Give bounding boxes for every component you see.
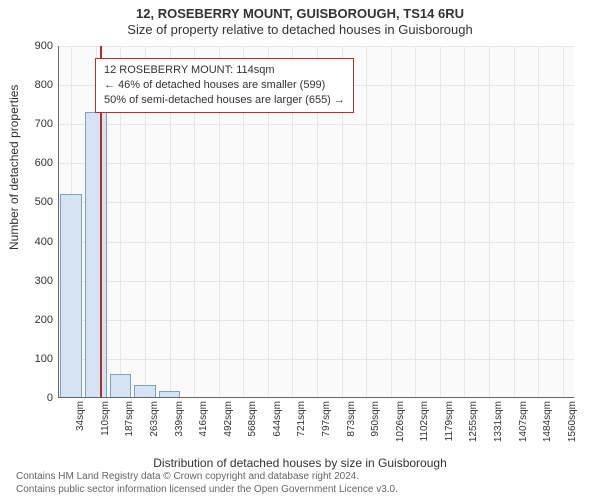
x-tick-label: 721sqm	[296, 401, 307, 437]
x-tick-label: 339sqm	[174, 401, 185, 437]
y-tick-label: 100	[35, 353, 59, 365]
x-tick-label: 34sqm	[75, 401, 86, 431]
annotation-line: 12 ROSEBERRY MOUNT: 114sqm	[104, 63, 345, 78]
x-tick-label: 797sqm	[321, 401, 332, 437]
gridline-v	[514, 46, 515, 397]
x-tick-label: 950sqm	[370, 401, 381, 437]
x-tick-label: 568sqm	[247, 401, 258, 437]
x-tick-label: 1026sqm	[395, 401, 406, 442]
x-tick-label: 416sqm	[198, 401, 209, 437]
x-tick-label: 1102sqm	[419, 401, 430, 441]
gridline-v	[538, 46, 539, 397]
y-tick-label: 800	[35, 79, 59, 91]
x-tick-label: 1484sqm	[542, 401, 553, 442]
gridline-v	[415, 46, 416, 397]
x-tick-label: 1560sqm	[567, 401, 578, 442]
gridline-v	[366, 46, 367, 397]
x-tick-label: 263sqm	[149, 401, 160, 437]
footer-line: Contains HM Land Registry data © Crown c…	[16, 471, 398, 484]
y-tick-label: 700	[35, 118, 59, 130]
x-tick-label: 1255sqm	[468, 401, 479, 442]
annotation-line: ← 46% of detached houses are smaller (59…	[104, 78, 345, 93]
x-tick-label: 873sqm	[346, 401, 357, 437]
x-tick-label: 110sqm	[100, 401, 111, 436]
x-tick-label: 1407sqm	[518, 401, 529, 442]
gridline-v	[440, 46, 441, 397]
y-tick-label: 200	[35, 314, 59, 326]
y-tick-label: 400	[35, 236, 59, 248]
histogram-bar	[110, 374, 132, 397]
chart-subtitle: Size of property relative to detached ho…	[0, 22, 600, 37]
footer-line: Contains public sector information licen…	[16, 484, 398, 497]
annotation-box: 12 ROSEBERRY MOUNT: 114sqm ← 46% of deta…	[95, 58, 354, 113]
histogram-bar	[134, 385, 156, 397]
histogram-bar	[159, 391, 181, 397]
annotation-line: 50% of semi-detached houses are larger (…	[104, 93, 345, 108]
x-tick-label: 1331sqm	[493, 401, 504, 442]
y-tick-label: 600	[35, 157, 59, 169]
x-tick-label: 187sqm	[124, 401, 135, 437]
x-tick-label: 492sqm	[223, 401, 234, 437]
histogram-bar	[85, 112, 107, 398]
x-axis-title: Distribution of detached houses by size …	[0, 456, 600, 470]
footer-attribution: Contains HM Land Registry data © Crown c…	[16, 471, 398, 496]
y-tick-label: 0	[47, 392, 59, 404]
y-axis-title: Number of detached properties	[7, 85, 21, 250]
y-tick-label: 500	[35, 196, 59, 208]
y-tick-label: 900	[35, 40, 59, 52]
x-tick-label: 644sqm	[272, 401, 283, 437]
y-tick-label: 300	[35, 275, 59, 287]
chart-title: 12, ROSEBERRY MOUNT, GUISBOROUGH, TS14 6…	[0, 6, 600, 21]
histogram-bar	[60, 194, 82, 397]
gridline-v	[563, 46, 564, 397]
chart-area: 010020030040050060070080090034sqm110sqm1…	[58, 46, 574, 432]
gridline-v	[464, 46, 465, 397]
gridline-v	[391, 46, 392, 397]
x-tick-label: 1179sqm	[444, 401, 455, 441]
gridline-v	[489, 46, 490, 397]
plot-area: 010020030040050060070080090034sqm110sqm1…	[58, 46, 574, 398]
